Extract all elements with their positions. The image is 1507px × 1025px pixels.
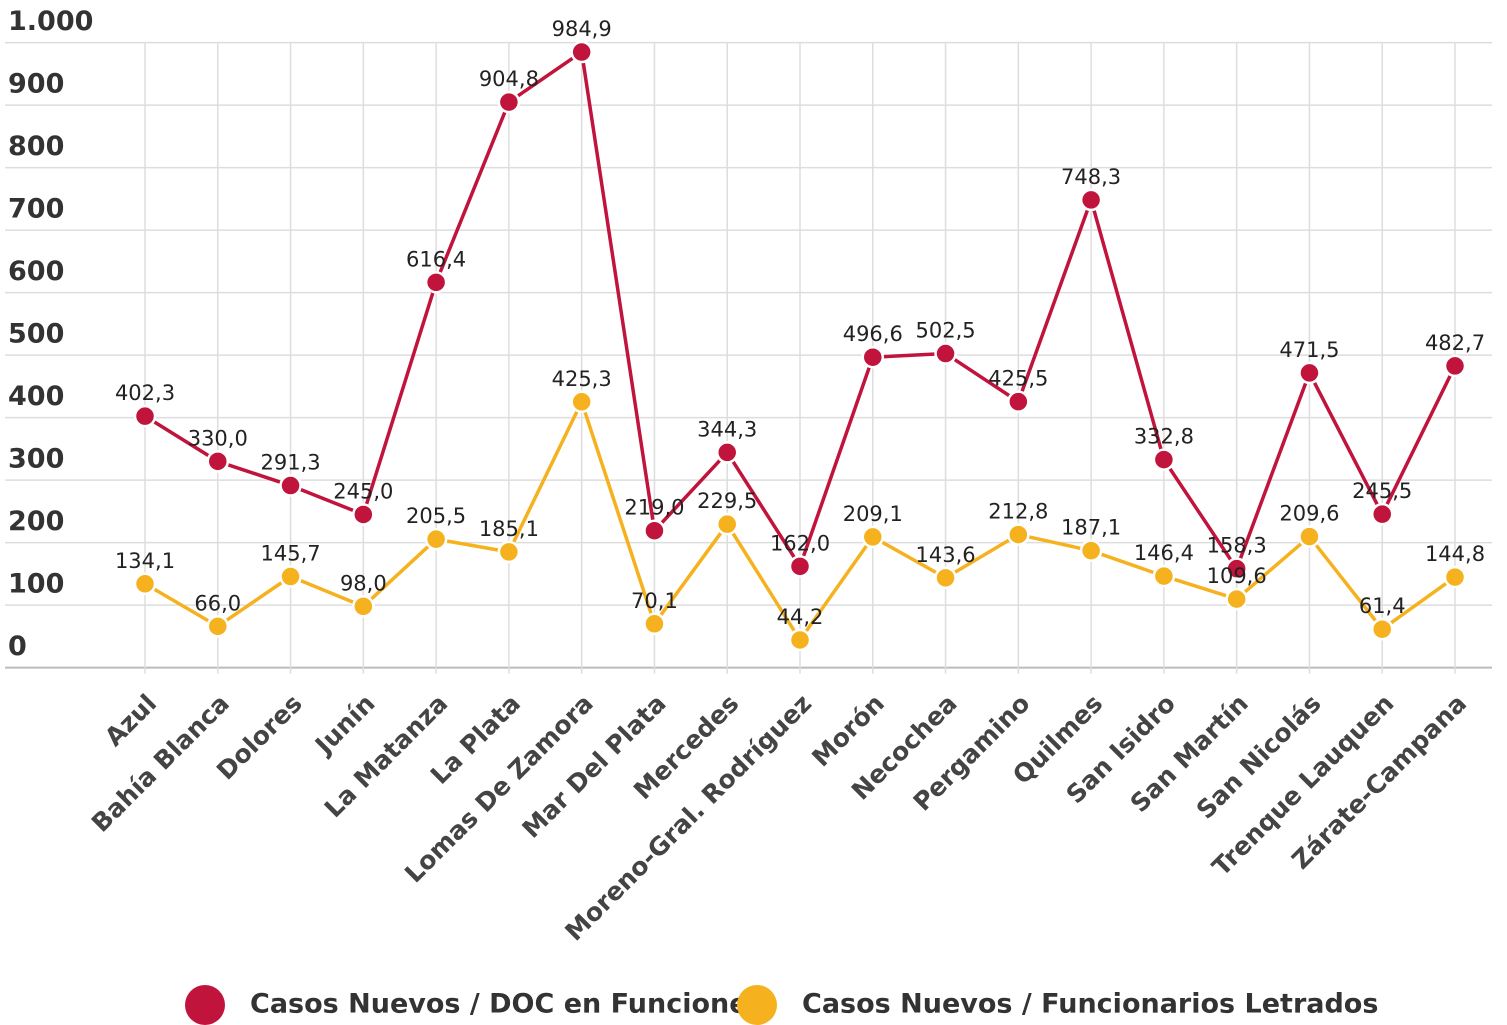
- data-label: 98,0: [340, 571, 387, 595]
- marker: [1079, 188, 1103, 212]
- data-label: 748,3: [1061, 165, 1121, 189]
- marker: [643, 519, 666, 542]
- data-label: 145,7: [260, 542, 320, 566]
- data-label: 471,5: [1279, 338, 1339, 362]
- data-label: 158,3: [1207, 534, 1267, 558]
- data-label: 482,7: [1425, 331, 1485, 355]
- marker: [715, 441, 739, 464]
- marker: [279, 565, 302, 588]
- data-label: 162,0: [770, 531, 830, 555]
- data-label: 109,6: [1207, 564, 1267, 588]
- data-label: 146,4: [1134, 541, 1194, 565]
- data-label: 502,5: [915, 319, 975, 343]
- marker: [497, 90, 521, 114]
- data-label: 209,6: [1279, 502, 1339, 526]
- marker: [1079, 539, 1103, 562]
- marker: [1152, 564, 1176, 588]
- marker: [861, 525, 885, 549]
- legend-label: Casos Nuevos / Funcionarios Letrados: [802, 989, 1378, 1020]
- legend-swatch: [737, 985, 777, 1025]
- y-tick-label: 400: [8, 381, 64, 412]
- marker: [643, 612, 666, 636]
- marker: [934, 342, 957, 365]
- legend-swatch: [185, 985, 225, 1025]
- y-tick-label: 0: [8, 631, 27, 662]
- y-tick-label: 600: [8, 256, 64, 287]
- data-label: 205,5: [406, 504, 466, 528]
- marker: [352, 503, 375, 526]
- data-label: 245,5: [1352, 479, 1412, 503]
- data-label: 144,8: [1425, 542, 1485, 566]
- marker: [570, 40, 593, 64]
- marker: [1007, 390, 1030, 413]
- data-label: 344,3: [697, 417, 757, 441]
- marker: [1225, 587, 1248, 611]
- data-label: 245,0: [333, 479, 393, 503]
- marker: [133, 404, 157, 428]
- marker: [570, 390, 593, 414]
- marker: [788, 628, 812, 652]
- marker: [424, 271, 448, 294]
- marker: [1298, 525, 1321, 548]
- data-label: 496,6: [843, 322, 903, 346]
- y-tick-label: 700: [8, 194, 64, 225]
- marker: [934, 566, 957, 590]
- data-label: 332,8: [1134, 425, 1194, 449]
- data-label: 402,3: [115, 381, 175, 405]
- marker: [1225, 557, 1248, 580]
- marker: [788, 555, 812, 578]
- x-tick-label: Junín: [308, 689, 380, 761]
- marker: [1298, 361, 1321, 385]
- data-label: 425,3: [552, 367, 612, 391]
- marker: [133, 572, 157, 596]
- marker: [497, 540, 521, 564]
- data-label: 330,0: [188, 426, 248, 450]
- marker: [206, 450, 230, 473]
- x-tick-label: Azul: [99, 689, 162, 752]
- marker: [861, 345, 885, 369]
- y-tick-label: 200: [8, 506, 64, 537]
- marker: [1443, 565, 1467, 589]
- y-tick-label: 800: [8, 131, 64, 162]
- data-label: 209,1: [843, 502, 903, 526]
- data-label: 185,1: [479, 517, 539, 541]
- marker: [1007, 523, 1030, 546]
- data-label: 616,4: [406, 247, 466, 271]
- marker: [279, 474, 302, 497]
- y-tick-label: 300: [8, 444, 64, 475]
- data-label: 66,0: [194, 591, 241, 615]
- marker: [424, 527, 448, 551]
- x-tick-label: San Nicolás: [1191, 689, 1327, 825]
- data-label: 143,6: [915, 543, 975, 567]
- marker: [715, 512, 739, 536]
- y-tick-label: 1.000: [8, 6, 93, 37]
- marker: [1152, 448, 1176, 471]
- data-label: 425,5: [988, 367, 1048, 391]
- marker: [206, 615, 230, 638]
- marker: [1370, 502, 1394, 526]
- y-tick-label: 100: [8, 569, 64, 600]
- y-tick-label: 900: [8, 69, 64, 100]
- data-label: 70,1: [631, 589, 678, 613]
- legend-label: Casos Nuevos / DOC en Funciones: [250, 989, 764, 1020]
- marker: [1370, 617, 1394, 641]
- data-label: 44,2: [777, 605, 824, 629]
- data-label: 291,3: [260, 451, 320, 475]
- marker: [352, 595, 375, 618]
- data-label: 61,4: [1359, 594, 1406, 618]
- data-label: 219,0: [624, 496, 684, 520]
- data-label: 134,1: [115, 549, 175, 573]
- marker: [1443, 354, 1467, 378]
- data-label: 904,8: [479, 67, 539, 91]
- data-label: 984,9: [552, 17, 612, 41]
- data-label: 212,8: [988, 500, 1048, 524]
- data-label: 187,1: [1061, 516, 1121, 540]
- y-tick-label: 500: [8, 319, 64, 350]
- data-label: 229,5: [697, 489, 757, 513]
